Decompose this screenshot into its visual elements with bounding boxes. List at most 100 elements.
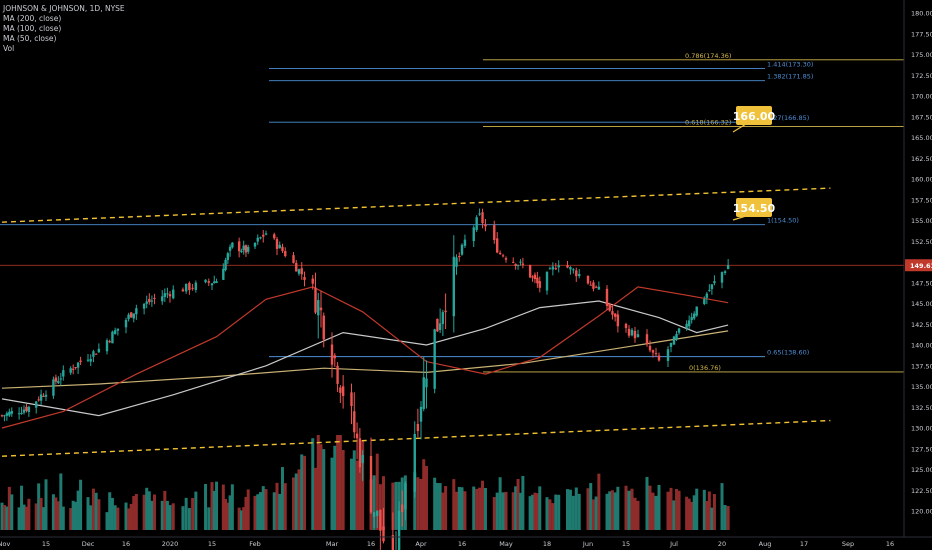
- candle-body: [419, 406, 423, 422]
- volume-bar: [478, 487, 482, 530]
- volume-bar: [226, 502, 230, 530]
- volume-bar: [651, 492, 655, 530]
- candle-body: [438, 323, 442, 331]
- candle-body: [687, 320, 691, 327]
- candle-body: [723, 271, 727, 273]
- channel-lower-line: [1, 419, 831, 457]
- volume-bar: [316, 435, 320, 530]
- candle-body: [452, 256, 455, 317]
- volume-bar: [472, 486, 476, 530]
- volume-bar: [455, 491, 459, 530]
- volume-bar: [17, 507, 21, 530]
- candle-body: [498, 252, 502, 254]
- candle-body: [703, 299, 706, 305]
- candle-body: [71, 368, 75, 370]
- volume-bar: [207, 507, 211, 530]
- volume-bar: [518, 492, 522, 530]
- candle-body: [516, 264, 520, 266]
- candle-body: [37, 399, 40, 401]
- candle-body: [566, 265, 569, 268]
- time-tick-label: 15: [208, 540, 216, 548]
- volume-bar: [187, 508, 191, 530]
- candle-body: [444, 310, 447, 313]
- ma50-line: [1, 286, 729, 429]
- candle-body: [605, 288, 609, 307]
- volume-bar: [129, 503, 133, 530]
- fib-level-label: 1.382(171.85): [767, 73, 813, 81]
- volume-bar: [336, 435, 340, 530]
- time-tick-label: Jun: [582, 540, 593, 548]
- legend-ma100[interactable]: MA (100, close): [3, 24, 62, 33]
- volume-bar: [76, 490, 80, 530]
- volume-bar: [44, 479, 48, 530]
- candle-body: [116, 328, 120, 331]
- volume-bar: [413, 472, 417, 530]
- volume-bar: [246, 489, 250, 530]
- candle-body: [545, 271, 549, 291]
- candle-body: [184, 283, 188, 292]
- price-tick-label: 125.00: [911, 466, 932, 474]
- volume-bar: [416, 477, 420, 530]
- candle-body: [284, 250, 287, 257]
- volume-bar: [74, 501, 78, 530]
- time-tick-label: 17: [800, 540, 808, 548]
- candle-body: [472, 227, 475, 242]
- volume-bar: [303, 455, 306, 530]
- candle-body: [708, 290, 711, 292]
- volume-bar: [435, 482, 439, 530]
- candle-body: [172, 289, 175, 299]
- volume-bar: [624, 485, 628, 530]
- candle-body: [493, 225, 496, 240]
- legend-ma50[interactable]: MA (50, close): [3, 34, 57, 43]
- volume-bar: [571, 495, 575, 530]
- price-tick-label: 142.50: [911, 321, 932, 329]
- fib-level-label: 1.27(166.85): [767, 114, 809, 122]
- volume-bar: [613, 492, 617, 530]
- volume-bar: [419, 478, 423, 530]
- volume-bar: [278, 493, 282, 530]
- fib-level-label: 1.414(173.30): [767, 61, 813, 69]
- volume-bar: [181, 506, 185, 530]
- candle-body: [422, 377, 425, 409]
- candle-body: [273, 234, 276, 239]
- volume-bar: [574, 487, 578, 530]
- price-tick-label: 165.00: [911, 134, 932, 142]
- volume-bar: [685, 496, 689, 530]
- volume-bar: [237, 507, 241, 530]
- candle-body: [484, 224, 487, 227]
- volume-bar: [608, 491, 612, 530]
- legend-vol[interactable]: Vol: [3, 44, 15, 53]
- candle-body: [163, 293, 167, 297]
- volume-bar: [272, 492, 276, 530]
- price-tick-label: 135.00: [911, 383, 932, 391]
- volume-bar: [657, 484, 661, 530]
- price-callouts: 166.00 154.50: [732, 106, 776, 221]
- legend-ma200[interactable]: MA (200, close): [3, 14, 62, 23]
- candle-body: [613, 313, 617, 317]
- candle-body: [59, 378, 63, 380]
- volume-bar: [726, 506, 730, 530]
- volume-bar: [501, 492, 505, 530]
- volume-bar: [516, 478, 520, 530]
- candle-body: [557, 265, 560, 268]
- candle-body: [705, 293, 709, 298]
- time-tick-label: Mar: [326, 540, 339, 548]
- candle-body: [113, 330, 117, 334]
- volume-bar: [616, 486, 620, 530]
- symbol-title[interactable]: JOHNSON & JOHNSON, 1D, NYSE: [3, 4, 125, 13]
- volume-bar: [89, 505, 93, 530]
- price-tick-label: 140.00: [911, 342, 932, 350]
- candle-body: [538, 281, 541, 288]
- volume-bar: [438, 483, 442, 530]
- volume-bar: [259, 492, 262, 530]
- candle-body: [242, 245, 245, 251]
- volume-bar: [723, 505, 727, 530]
- candle-body: [361, 454, 364, 464]
- moving-averages: [1, 286, 729, 429]
- volume-bar: [511, 492, 515, 530]
- candle-body: [504, 258, 508, 260]
- price-tick-label: 170.00: [911, 93, 932, 101]
- candle-body: [713, 281, 716, 284]
- time-tick-label: May: [499, 540, 513, 548]
